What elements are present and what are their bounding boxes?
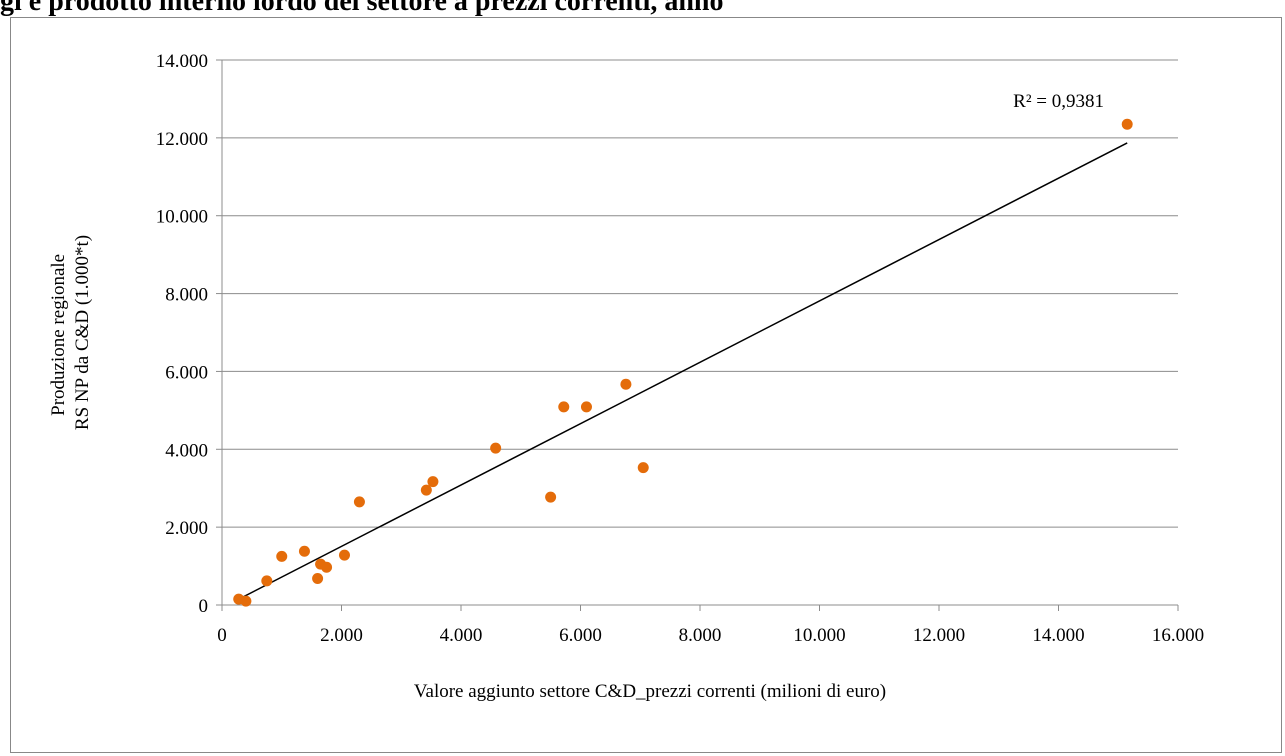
y-tick-label-6: 12.000 — [156, 129, 208, 150]
y-axis-title-line-1: Produzione regionale — [48, 254, 69, 416]
chart-frame — [10, 17, 1282, 753]
y-tick-label-1: 2.000 — [165, 518, 208, 539]
x-tick-label-6: 12.000 — [913, 625, 965, 646]
y-tick-label-0: 0 — [199, 596, 209, 617]
y-tick-label-7: 14.000 — [156, 51, 208, 72]
x-tick-label-5: 10.000 — [793, 625, 845, 646]
data-point-16 — [620, 378, 632, 390]
gridlines — [222, 59, 1178, 528]
data-point-13 — [545, 491, 557, 503]
x-tick-label-4: 8.000 — [679, 625, 722, 646]
x-tick-label-0: 0 — [217, 625, 227, 646]
data-point-12 — [490, 442, 502, 454]
x-axis-title: Valore aggiunto settore C&D_prezzi corre… — [414, 681, 886, 702]
trendline-group — [238, 142, 1128, 600]
x-tick-label-1: 2.000 — [320, 625, 363, 646]
data-points — [233, 118, 1133, 607]
data-point-3 — [276, 550, 288, 562]
y-tick-label-5: 10.000 — [156, 207, 208, 228]
y-tick-label-3: 6.000 — [165, 362, 208, 383]
data-point-10 — [420, 484, 432, 496]
y-tick-labels: 0 2.000 4.000 6.000 8.000 10.000 12.000 14.000 — [156, 51, 208, 617]
axes — [216, 59, 1179, 611]
y-tick-label-2: 4.000 — [165, 440, 208, 461]
data-point-7 — [321, 561, 333, 573]
data-point-5 — [312, 573, 324, 585]
data-point-14 — [558, 401, 570, 413]
x-tick-label-3: 6.000 — [559, 625, 602, 646]
data-point-11 — [427, 476, 439, 488]
data-point-17 — [637, 462, 649, 474]
data-point-18 — [1121, 118, 1133, 130]
x-tick-label-8: 16.000 — [1152, 625, 1204, 646]
data-point-1 — [240, 595, 252, 607]
y-axis-title: Produzione regionale RS NP da C&D (1.000… — [48, 235, 93, 430]
data-point-8 — [338, 549, 350, 561]
data-point-4 — [298, 545, 310, 557]
data-point-2 — [261, 575, 273, 587]
header-text: gi e prodotto interno lordo del settore … — [0, 0, 724, 17]
r-squared-label: R² = 0,9381 — [1013, 91, 1104, 112]
trendline — [238, 142, 1128, 600]
x-tick-label-7: 14.000 — [1032, 625, 1084, 646]
x-tick-labels: 0 2.000 4.000 6.000 8.000 10.000 12.000 14.000 1… — [217, 625, 1204, 646]
x-tick-label-2: 4.000 — [440, 625, 483, 646]
y-tick-label-4: 8.000 — [165, 285, 208, 306]
data-point-9 — [353, 496, 365, 508]
y-axis-title-line-2: RS NP da C&D (1.000*t) — [72, 235, 93, 430]
data-point-15 — [580, 401, 592, 413]
